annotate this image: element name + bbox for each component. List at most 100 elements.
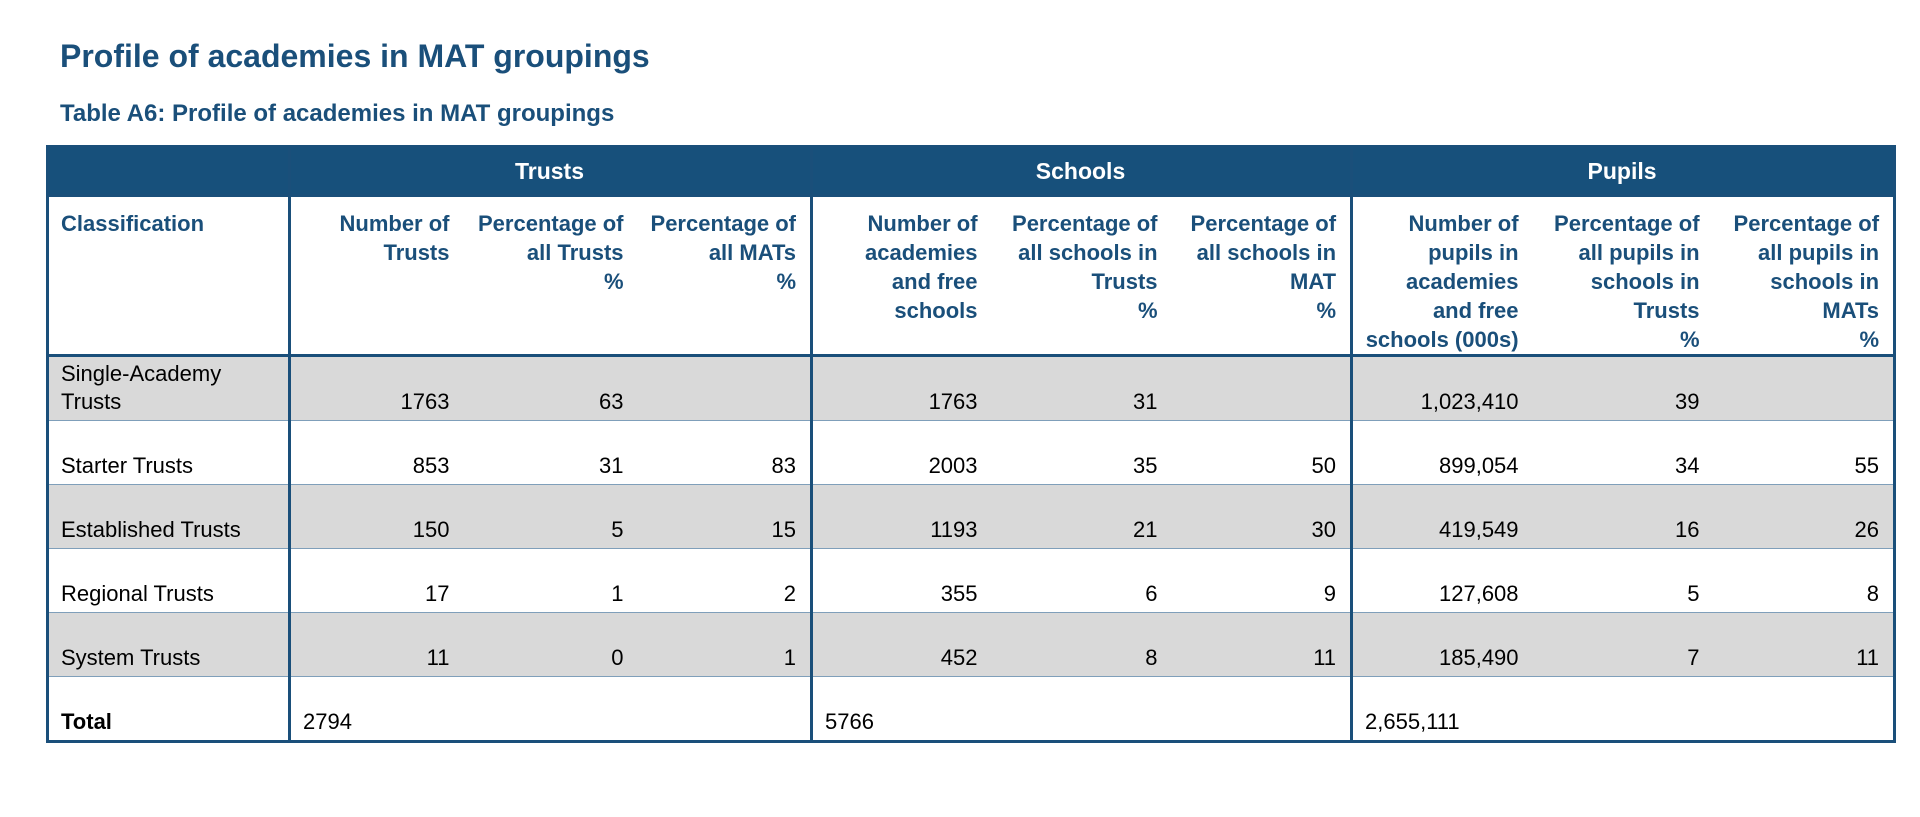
- column-header-unit: %: [776, 269, 797, 294]
- table-cell: [463, 676, 638, 743]
- table-cell: 11: [1713, 612, 1897, 677]
- table-cell: 31: [991, 355, 1172, 421]
- group-header-row: Trusts Schools Pupils: [46, 145, 1897, 197]
- column-header-label: Percentage of all schools in MAT: [1190, 211, 1337, 294]
- table-row: Single-Academy Trusts 1763 63 1763 31 1,023,4…: [46, 355, 1897, 421]
- column-header-label: Percentage of all pupils in schools in T…: [1554, 211, 1700, 323]
- table-cell: [637, 355, 814, 421]
- table-cell: 899,054: [1350, 420, 1533, 485]
- table-cell: 31: [463, 420, 638, 485]
- row-label: Single-Academy Trusts: [46, 355, 291, 421]
- table-cell: 55: [1713, 420, 1897, 485]
- table-cell: 1,023,410: [1350, 355, 1533, 421]
- group-header-schools: Schools: [810, 145, 1354, 197]
- row-label: Established Trusts: [46, 484, 291, 549]
- table-cell: 0: [463, 612, 638, 677]
- table-cell: 16: [1532, 484, 1714, 549]
- table-cell: 50: [1171, 420, 1354, 485]
- table-cell: [1713, 676, 1897, 743]
- table-cell: 83: [637, 420, 814, 485]
- table-cell: 1: [463, 548, 638, 613]
- row-label: System Trusts: [46, 612, 291, 677]
- page-title: Profile of academies in MAT groupings: [60, 38, 650, 74]
- column-header-label: Percentage of all pupils in schools in M…: [1733, 211, 1880, 323]
- table-caption: Table A6: Profile of academies in MAT gr…: [60, 100, 615, 127]
- column-header: Number of Trusts: [288, 195, 464, 357]
- column-header-label: Percentage of all schools in Trusts: [1012, 211, 1158, 294]
- column-header-label: Percentage of all Trusts: [478, 211, 624, 265]
- table-cell: 853: [288, 420, 464, 485]
- table-cell: 185,490: [1350, 612, 1533, 677]
- row-label: Total: [46, 676, 291, 743]
- column-header-label: Number of pupils in academies and free s…: [1365, 211, 1519, 352]
- table-cell: 2794: [288, 676, 464, 743]
- column-header: Percentage of all Trusts%: [463, 195, 638, 357]
- table-cell: [1713, 355, 1897, 421]
- table-cell: 127,608: [1350, 548, 1533, 613]
- table-cell: 1193: [810, 484, 992, 549]
- table-cell: 2,655,111: [1350, 676, 1533, 743]
- column-header: Percentage of all schools in Trusts%: [991, 195, 1172, 357]
- table-cell: 17: [288, 548, 464, 613]
- column-header-label: Percentage of all MATs: [650, 211, 797, 265]
- table-cell: 11: [1171, 612, 1354, 677]
- table-cell: 1763: [288, 355, 464, 421]
- table-cell: 5766: [810, 676, 992, 743]
- table-cell: 1763: [810, 355, 992, 421]
- column-header-unit: %: [603, 269, 624, 294]
- table-cell: 39: [1532, 355, 1714, 421]
- column-header-unit: %: [1679, 327, 1700, 352]
- table-row: Total 2794 5766 2,655,111: [46, 676, 1897, 743]
- table-cell: 355: [810, 548, 992, 613]
- column-header-label: Number of academies and free schools: [864, 211, 978, 323]
- table-cell: 2: [637, 548, 814, 613]
- column-header-unit: %: [1137, 298, 1158, 323]
- row-label: Starter Trusts: [46, 420, 291, 485]
- column-header: Number of pupils in academies and free s…: [1350, 195, 1533, 357]
- table-cell: 1: [637, 612, 814, 677]
- table-cell: 8: [991, 612, 1172, 677]
- column-header-row: Classification Number of Trusts Percentage…: [46, 195, 1897, 357]
- column-header-unit: %: [1859, 327, 1880, 352]
- table-cell: 35: [991, 420, 1172, 485]
- group-header-pupils: Pupils: [1350, 145, 1897, 197]
- table-cell: 26: [1713, 484, 1897, 549]
- group-header-trusts: Trusts: [287, 145, 814, 197]
- column-header-unit: %: [1316, 298, 1337, 323]
- column-header: Classification: [46, 195, 291, 357]
- table-cell: 5: [463, 484, 638, 549]
- table-cell: 21: [991, 484, 1172, 549]
- row-label: Regional Trusts: [46, 548, 291, 613]
- table-cell: 452: [810, 612, 992, 677]
- table-cell: [637, 676, 814, 743]
- table-cell: 2003: [810, 420, 992, 485]
- column-header: Number of academies and free schools: [810, 195, 992, 357]
- table-cell: 7: [1532, 612, 1714, 677]
- table-cell: 34: [1532, 420, 1714, 485]
- column-header: Percentage of all pupils in schools in M…: [1713, 195, 1897, 357]
- table-cell: 11: [288, 612, 464, 677]
- table-cell: [1532, 676, 1714, 743]
- table-cell: 8: [1713, 548, 1897, 613]
- table-row: System Trusts 11 0 1 452 8 11 185,490 7 11: [46, 612, 1897, 677]
- table-body: Single-Academy Trusts 1763 63 1763 31 1,023,4…: [46, 355, 1897, 743]
- table-cell: 63: [463, 355, 638, 421]
- column-header-label: Classification: [61, 211, 205, 236]
- column-header: Percentage of all pupils in schools in T…: [1532, 195, 1714, 357]
- table-cell: 6: [991, 548, 1172, 613]
- profile-table: Trusts Schools Pupils Classification Numb…: [46, 145, 1897, 743]
- table-cell: [1171, 355, 1354, 421]
- table-cell: 419,549: [1350, 484, 1533, 549]
- table-cell: 5: [1532, 548, 1714, 613]
- table-row: Established Trusts 150 5 15 1193 21 30 419,549 1…: [46, 484, 1897, 549]
- column-header: Percentage of all schools in MAT%: [1171, 195, 1354, 357]
- table-row: Regional Trusts 17 1 2 355 6 9 127,608 5 8: [46, 548, 1897, 613]
- column-header: Percentage of all MATs%: [637, 195, 814, 357]
- table-cell: 150: [288, 484, 464, 549]
- table-cell: 30: [1171, 484, 1354, 549]
- column-header-label: Number of Trusts: [339, 211, 450, 265]
- table-cell: 9: [1171, 548, 1354, 613]
- table-cell: [1171, 676, 1354, 743]
- table-row: Starter Trusts 853 31 83 2003 35 50 899,054 34 55: [46, 420, 1897, 485]
- group-header-blank: [46, 145, 291, 197]
